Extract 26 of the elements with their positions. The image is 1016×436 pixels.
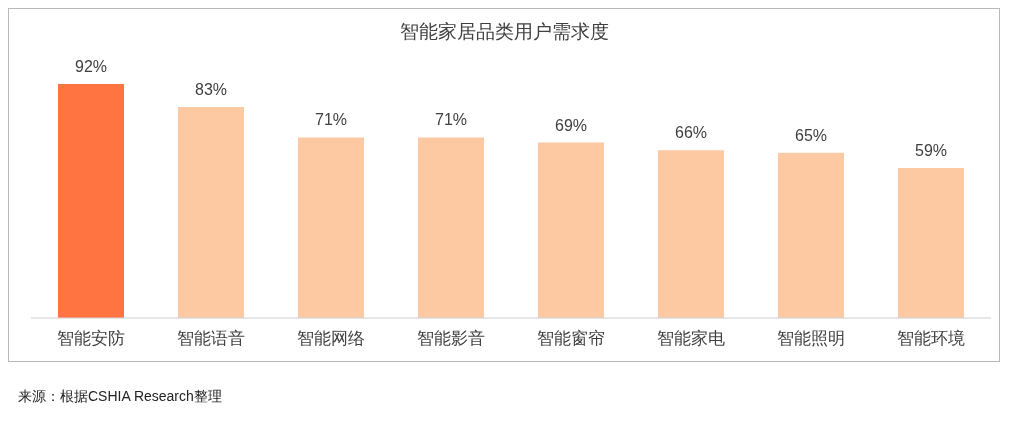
x-tick-label: 智能影音: [417, 329, 485, 349]
source-note: 来源：根据CSHIA Research整理: [18, 388, 223, 406]
x-tick-label: 智能环境: [897, 329, 965, 349]
x-tick-label: 智能网络: [297, 329, 365, 349]
bar: [178, 106, 244, 318]
bar: [658, 150, 724, 318]
bar: [898, 167, 964, 318]
chart-title: 智能家居品类用户需求度: [398, 20, 610, 44]
data-label: 71%: [434, 111, 468, 129]
bar: [778, 152, 844, 318]
data-label: 83%: [194, 80, 228, 98]
x-tick-label: 智能窗帘: [537, 329, 605, 349]
data-label: 59%: [914, 141, 948, 159]
x-tick-label: 智能照明: [777, 329, 845, 349]
data-label: 71%: [314, 111, 348, 129]
bar: [538, 142, 604, 318]
data-label: 92%: [74, 58, 108, 75]
data-label: 69%: [554, 116, 588, 134]
x-tick-label: 智能语音: [177, 329, 245, 349]
data-label: 65%: [794, 126, 828, 144]
bar: [418, 137, 484, 318]
bar: [58, 84, 124, 318]
data-label: 66%: [674, 124, 708, 142]
bar: [298, 137, 364, 318]
x-tick-label: 智能安防: [57, 329, 125, 349]
x-tick-label: 智能家电: [657, 329, 725, 349]
